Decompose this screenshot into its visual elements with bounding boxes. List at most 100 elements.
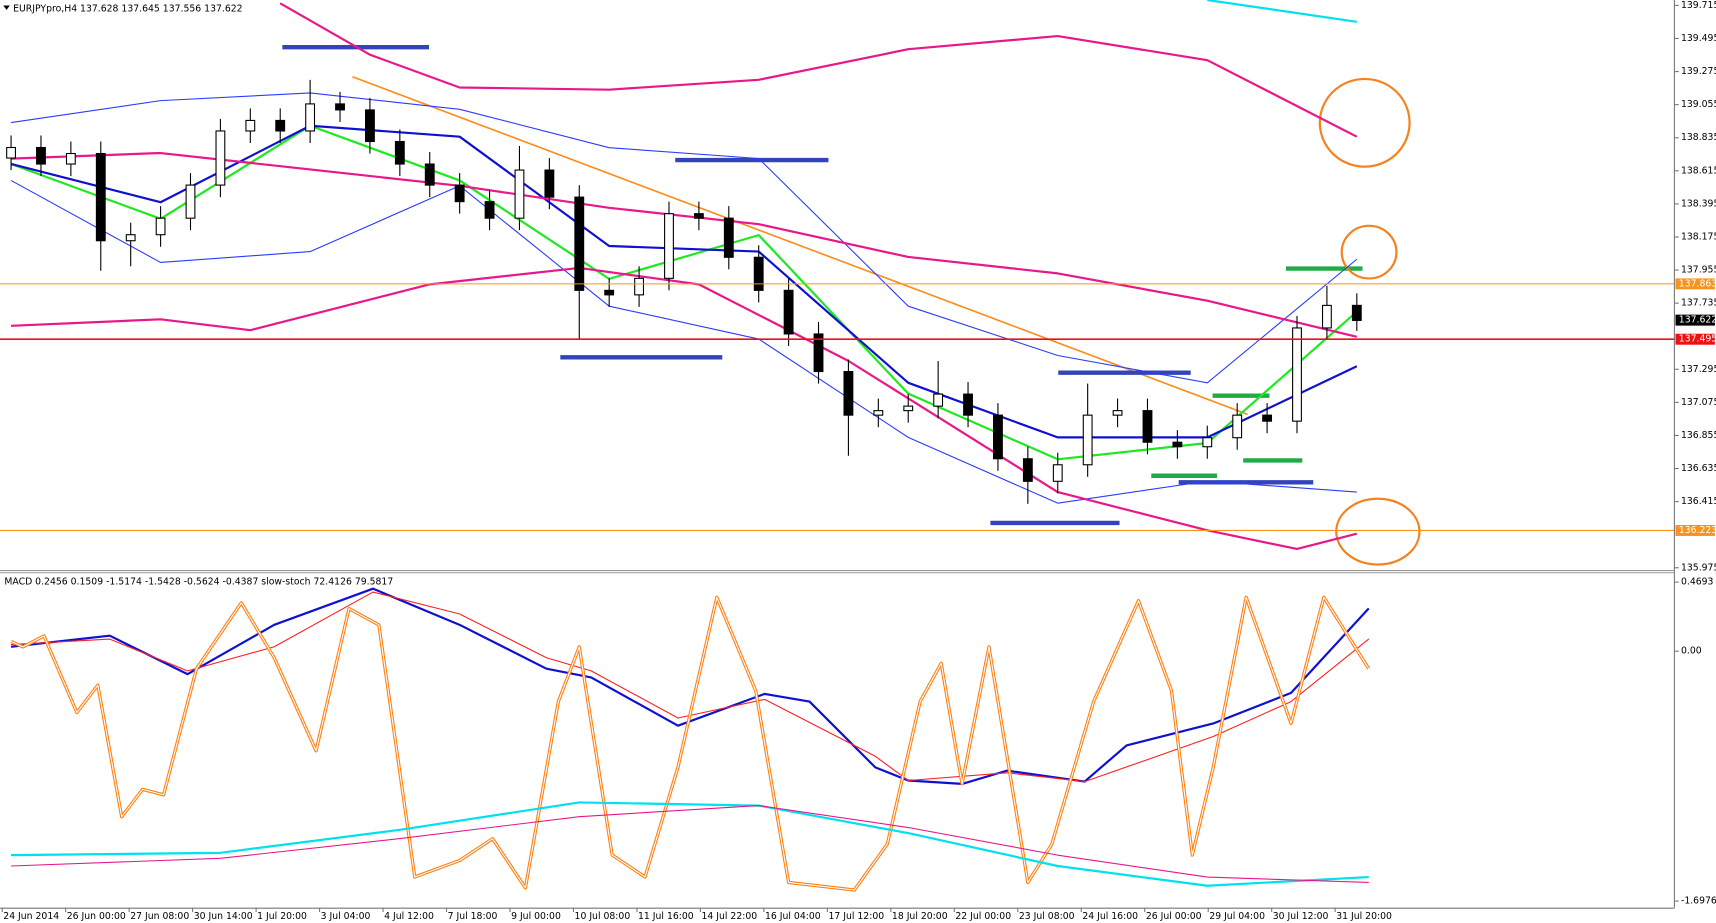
indicator-line (279, 2, 1358, 138)
x-tick-label: 1 Jul 20:00 (257, 911, 307, 922)
x-tick-label: 23 Jul 08:00 (1019, 911, 1075, 922)
indicator-line (10, 179, 1357, 504)
x-tick-label: 16 Jul 04:00 (765, 911, 821, 922)
y-tick-label: 137.955 (1681, 265, 1716, 276)
x-tick-label: 30 Jun 14:00 (194, 911, 253, 922)
x-tick-label: 30 Jul 12:00 (1273, 911, 1329, 922)
candle-body (693, 213, 704, 219)
y-tick-label: 138.615 (1681, 165, 1716, 176)
x-tick-label: 27 Jun 08:00 (130, 911, 189, 922)
candle-body (454, 184, 465, 203)
circles (1318, 77, 1421, 566)
macd-header: MACD 0.2456 0.1509 -1.5174 -1.5428 -0.56… (4, 577, 393, 588)
y-tick-label: 136.635 (1681, 463, 1716, 474)
level-label-bg (1675, 314, 1715, 326)
x-tick-label: 18 Jul 20:00 (892, 911, 948, 922)
indicator-line (1207, 0, 1357, 23)
candle-body (574, 196, 585, 291)
candle-body (1022, 458, 1033, 482)
candle-body (903, 405, 914, 412)
candle-body (963, 393, 973, 416)
candle-body (664, 213, 674, 279)
y-tick-label: 138.175 (1681, 231, 1716, 242)
candle-body (753, 256, 764, 291)
y-tick-label: 139.055 (1681, 99, 1716, 110)
indicator-line (10, 92, 1358, 384)
candle-body (365, 109, 375, 143)
x-tick-label: 4 Jul 12:00 (384, 911, 434, 922)
level-label: 137.622 (1679, 315, 1716, 326)
candle-body (215, 130, 226, 186)
x-tick-label: 10 Jul 08:00 (575, 911, 631, 922)
candle-body (125, 234, 136, 242)
candle-body (484, 201, 495, 219)
x-tick-label: 17 Jul 12:00 (828, 911, 884, 922)
candle-body (65, 152, 76, 165)
candle-body (1142, 410, 1153, 443)
candle-body (1321, 304, 1332, 329)
candle-body (634, 277, 645, 296)
indicator-line (10, 124, 1358, 439)
x-tick-label: 29 Jul 04:00 (1209, 911, 1265, 922)
y-tick-label: 139.715 (1681, 0, 1716, 11)
candle-body (1202, 437, 1213, 448)
indicator-line (11, 805, 1369, 883)
indicator-line (11, 591, 1370, 783)
candle-body (155, 217, 166, 236)
candle-body (514, 169, 525, 219)
x-tick-label: 11 Jul 16:00 (638, 911, 694, 922)
candle-body (843, 370, 854, 416)
candle-body (1262, 414, 1273, 422)
level-label: 137.863 (1679, 278, 1716, 289)
level-label-bg (1675, 333, 1715, 345)
y-tick-label: 137.295 (1681, 364, 1716, 375)
y-tick-label: 137.735 (1681, 298, 1716, 309)
candle-body (813, 333, 824, 373)
circle-annotation (1335, 497, 1421, 566)
y-tick-label: 0.00 (1681, 646, 1702, 657)
candle-body (185, 184, 196, 219)
candle-body (993, 414, 1003, 460)
candle-body (1052, 464, 1063, 482)
y-tick-label: 135.975 (1681, 562, 1716, 573)
y-tick-label: 136.855 (1681, 430, 1716, 441)
candle-body (394, 140, 405, 165)
x-tick-label: 7 Jul 18:00 (448, 911, 498, 922)
y-tick-label: 138.395 (1681, 198, 1716, 209)
trend-line (352, 75, 1248, 416)
candle-body (783, 289, 794, 335)
candle-body (1082, 414, 1093, 466)
level-label: 136.223 (1679, 525, 1716, 536)
circle-annotation (1318, 77, 1411, 168)
indicator-line-inner (10, 596, 1370, 891)
level-label-bg (1675, 278, 1715, 290)
x-tick-label: 24 Jul 16:00 (1082, 911, 1138, 922)
circle-annotation (1340, 224, 1398, 280)
candle-body (275, 119, 286, 132)
x-tick-label: 3 Jul 04:00 (321, 911, 371, 922)
candle-body (245, 119, 256, 132)
x-tick-label: 26 Jul 00:00 (1146, 911, 1202, 922)
y-tick-label: -1.6976 (1681, 896, 1716, 907)
level-label: 137.495 (1679, 334, 1716, 345)
candle-body (873, 410, 884, 416)
candle-body (424, 163, 435, 186)
candle-body (6, 146, 16, 159)
candle-body (723, 217, 734, 258)
x-tick-label: 22 Jul 00:00 (955, 911, 1011, 922)
indicator-line (11, 151, 1358, 338)
candle-body (95, 152, 106, 242)
macd-panel (10, 587, 1371, 892)
indicator-line (10, 587, 1370, 785)
y-tick-label: 138.835 (1681, 132, 1716, 143)
candle-body (1232, 414, 1243, 439)
candle-body (335, 103, 345, 111)
candle-body (1351, 304, 1362, 321)
candle-body (305, 103, 316, 132)
menu-arrow (3, 5, 10, 10)
price-panel (0, 0, 1675, 566)
indicator-line (10, 124, 1358, 461)
